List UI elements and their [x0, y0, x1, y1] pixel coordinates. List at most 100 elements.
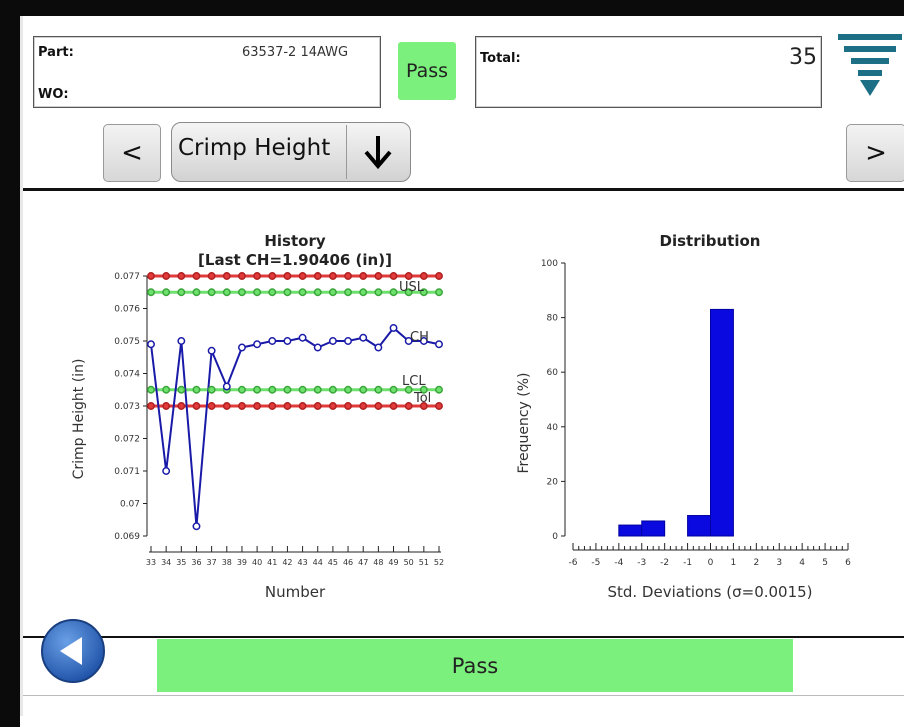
- window-frame-top: [0, 0, 904, 16]
- history-point: [237, 343, 246, 352]
- history-point: [313, 385, 322, 394]
- history-point: [298, 385, 307, 394]
- distribution-x-tick-label: -1: [683, 558, 692, 568]
- history-point: [147, 288, 155, 297]
- history-point: [313, 402, 322, 410]
- total-box: Total: 35: [475, 36, 822, 108]
- part-wo-box: Part: 63537-2 14AWG WO:: [33, 36, 381, 108]
- status-badge: Pass: [398, 42, 456, 100]
- distribution-ylabel: Frequency (%): [516, 372, 532, 473]
- history-point: [298, 288, 307, 297]
- history-point: [328, 272, 337, 280]
- history-point: [419, 272, 428, 280]
- history-point: [222, 382, 231, 391]
- history-point: [222, 402, 231, 410]
- history-x-tick-label: 52: [434, 558, 444, 567]
- history-x-tick-label: 37: [207, 558, 217, 567]
- history-subtitle: [Last CH=1.90406 (in)]: [198, 251, 392, 269]
- history-point: [177, 402, 186, 410]
- distribution-x-tick-label: 1: [731, 558, 737, 568]
- history-point: [192, 522, 201, 531]
- history-point: [207, 272, 216, 280]
- history-point: [328, 288, 337, 297]
- ch-label: CH: [410, 330, 429, 345]
- history-point: [147, 385, 155, 394]
- history-point: [374, 343, 383, 352]
- tol-label: Tol: [413, 391, 431, 406]
- history-point: [268, 337, 277, 345]
- measure-select[interactable]: Crimp Height: [171, 122, 411, 182]
- history-point: [253, 402, 262, 410]
- filter-icon[interactable]: [836, 32, 904, 98]
- history-point: [313, 272, 322, 280]
- history-x-tick-label: 39: [237, 558, 247, 567]
- history-point: [237, 402, 246, 410]
- history-point: [207, 402, 216, 410]
- history-y-tick-label: 0.073: [114, 402, 140, 412]
- history-point: [344, 337, 353, 345]
- arrow-down-icon: [364, 136, 392, 170]
- history-point: [374, 402, 383, 410]
- history-point: [404, 402, 413, 410]
- distribution-x-tick-label: 0: [708, 558, 714, 568]
- history-point: [283, 337, 292, 345]
- distribution-x-tick-label: -6: [569, 558, 578, 568]
- history-point: [268, 385, 277, 394]
- distribution-bar: [687, 515, 711, 537]
- next-button-label: >: [865, 138, 887, 168]
- history-point: [435, 288, 443, 297]
- history-point: [389, 288, 398, 297]
- history-point: [328, 402, 337, 410]
- history-point: [298, 333, 307, 342]
- history-x-tick-label: 36: [191, 558, 201, 567]
- measure-select-value: Crimp Height: [178, 135, 331, 161]
- history-point: [374, 385, 383, 394]
- history-point: [404, 288, 413, 297]
- history-point: [268, 402, 277, 410]
- history-point: [268, 288, 277, 297]
- distribution-bar: [641, 520, 666, 537]
- history-x-tick-label: 49: [388, 558, 398, 567]
- history-point: [147, 340, 155, 349]
- history-y-tick-label: 0.069: [114, 532, 140, 542]
- distribution-y-tick-label: 100: [541, 259, 558, 269]
- history-point: [419, 288, 428, 297]
- history-point: [419, 337, 428, 345]
- lcl-label: LCL: [402, 374, 426, 389]
- part-label: Part:: [38, 45, 74, 60]
- next-button[interactable]: >: [846, 124, 904, 182]
- distribution-xlabel: Std. Deviations (σ=0.0015): [607, 583, 812, 601]
- history-point: [328, 385, 337, 394]
- history-point: [404, 272, 413, 280]
- history-point: [435, 402, 443, 410]
- history-x-tick-label: 35: [176, 558, 186, 567]
- history-x-tick-label: 38: [222, 558, 232, 567]
- history-point: [404, 337, 413, 345]
- total-label: Total:: [480, 51, 521, 66]
- history-point: [283, 272, 292, 280]
- distribution-x-tick-label: -2: [660, 558, 669, 568]
- history-point: [389, 385, 398, 394]
- history-x-tick-label: 48: [373, 558, 383, 567]
- history-point: [268, 272, 277, 280]
- history-point: [435, 272, 443, 280]
- distribution-x-tick-label: -5: [591, 558, 600, 568]
- history-point: [162, 288, 171, 297]
- history-chart: History [Last CH=1.90406 (in)] Crimp Hei…: [71, 232, 444, 601]
- distribution-y-tick-label: 0: [552, 532, 558, 542]
- distribution-x-tick-label: 3: [776, 558, 782, 568]
- distribution-bar: [618, 524, 643, 537]
- history-y-tick-label: 0.074: [114, 370, 140, 380]
- history-x-tick-label: 50: [404, 558, 414, 567]
- history-point: [147, 272, 155, 280]
- history-point: [237, 385, 246, 394]
- history-y-tick-label: 0.075: [114, 337, 140, 347]
- back-arrow-icon[interactable]: [40, 618, 106, 684]
- history-xlabel: Number: [265, 583, 326, 601]
- history-point: [283, 402, 292, 410]
- history-point: [435, 340, 443, 349]
- window-frame-inner: [20, 16, 23, 716]
- distribution-y-tick-label: 60: [547, 368, 559, 378]
- history-point: [222, 272, 231, 280]
- prev-button[interactable]: <: [103, 124, 161, 182]
